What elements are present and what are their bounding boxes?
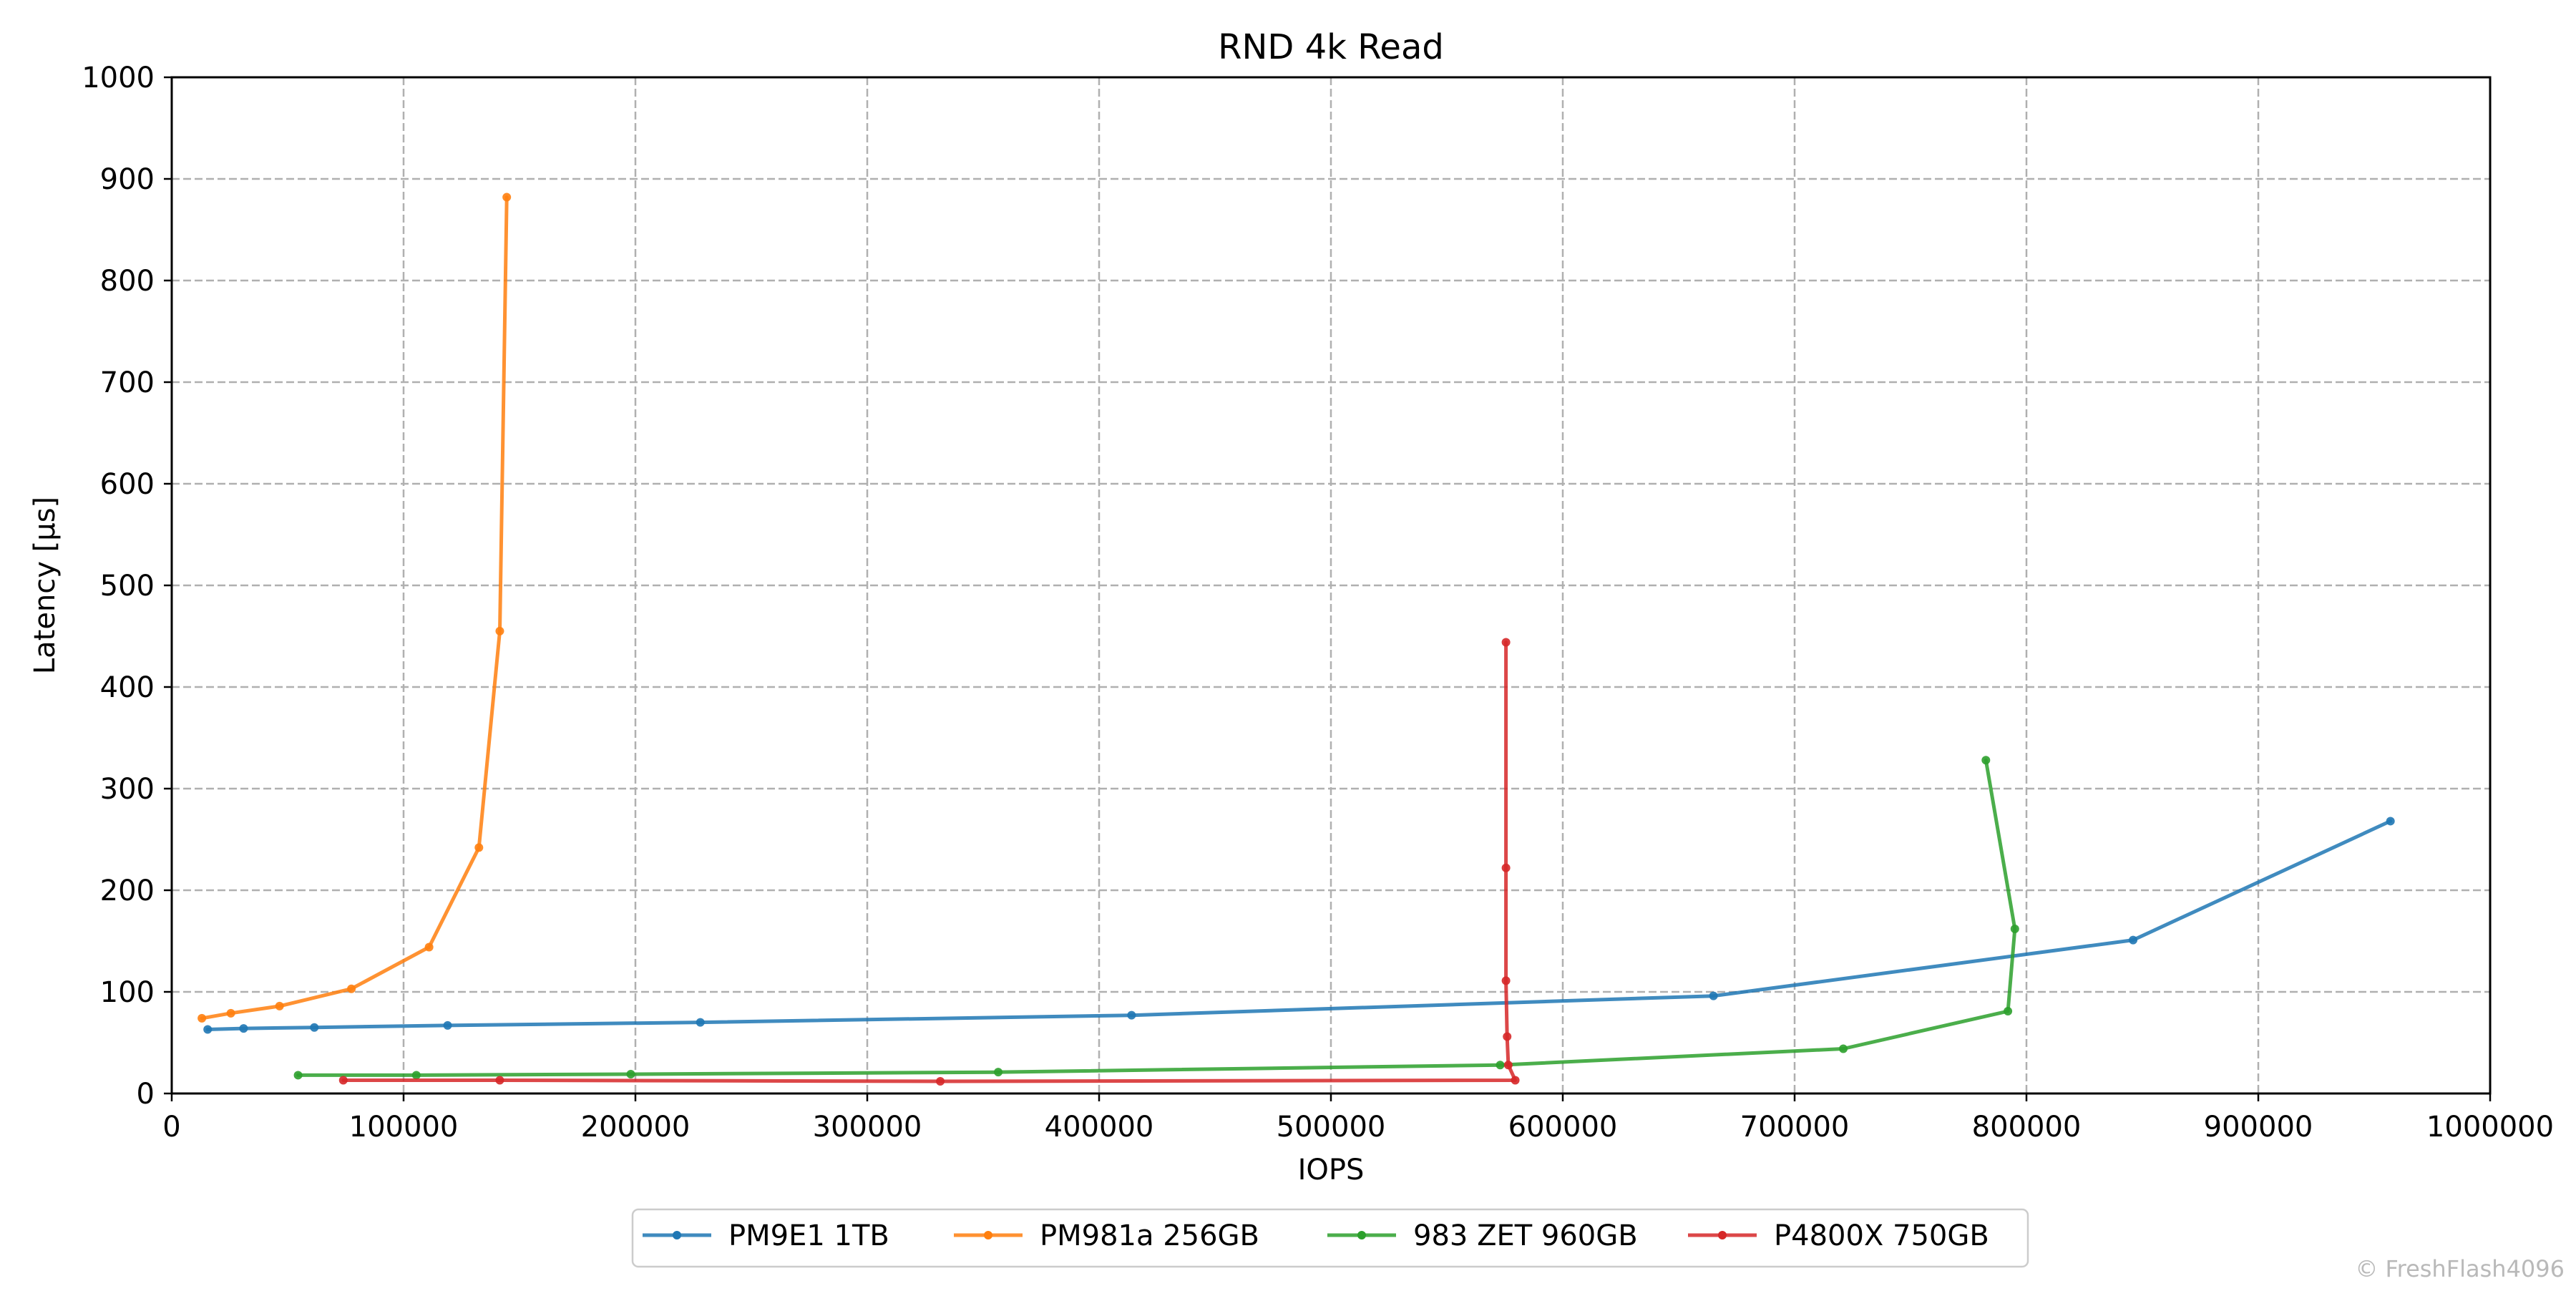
x-tick-label: 0	[162, 1111, 180, 1144]
data-point	[2004, 1006, 2013, 1015]
data-point	[239, 1024, 248, 1033]
data-point	[994, 1068, 1003, 1077]
data-point	[474, 843, 484, 852]
legend-label: P4800X 750GB	[1774, 1219, 1989, 1252]
legend-marker	[1718, 1231, 1727, 1239]
data-point	[203, 1025, 213, 1034]
data-point	[424, 942, 434, 952]
data-point	[310, 1023, 319, 1032]
x-tick-label: 1000000	[2426, 1111, 2554, 1144]
x-tick-label: 900000	[2204, 1111, 2313, 1144]
series-group	[338, 638, 1520, 1086]
data-point	[936, 1076, 945, 1086]
y-tick-label: 300	[100, 773, 155, 806]
data-point	[443, 1020, 452, 1030]
data-point	[293, 1071, 303, 1080]
chart-title: RND 4k Read	[1218, 27, 1444, 67]
x-tick-label: 100000	[349, 1111, 459, 1144]
series-group	[197, 193, 512, 1023]
x-tick-label: 700000	[1740, 1111, 1850, 1144]
y-tick-label: 900	[100, 163, 155, 196]
data-point	[1511, 1076, 1520, 1085]
data-point	[1503, 1061, 1513, 1070]
data-point	[1496, 1061, 1505, 1070]
y-tick-label: 400	[100, 671, 155, 704]
series-lines	[197, 193, 2395, 1086]
x-tick-label: 500000	[1277, 1111, 1386, 1144]
y-tick-label: 1000	[82, 62, 155, 94]
y-tick-label: 700	[100, 366, 155, 399]
data-point	[347, 984, 356, 993]
data-point	[1839, 1044, 1848, 1053]
series-line	[200, 195, 509, 1020]
data-point	[1501, 976, 1511, 985]
y-tick-label: 800	[100, 265, 155, 298]
data-point	[1981, 756, 1991, 765]
legend-marker	[673, 1231, 681, 1239]
data-point	[1709, 991, 1718, 1000]
y-axis-label: Latency [µs]	[29, 497, 62, 674]
data-point	[2129, 935, 2138, 945]
data-point	[197, 1013, 207, 1023]
data-point	[226, 1008, 235, 1018]
legend-label: 983 ZET 960GB	[1413, 1219, 1638, 1252]
x-tick-label: 200000	[581, 1111, 691, 1144]
y-tick-label: 100	[100, 976, 155, 1009]
legend-label: PM981a 256GB	[1040, 1219, 1259, 1252]
data-point	[502, 193, 512, 202]
x-tick-label: 400000	[1045, 1111, 1154, 1144]
x-tick-label: 800000	[1972, 1111, 2082, 1144]
data-point	[696, 1018, 705, 1027]
y-tick-label: 200	[100, 875, 155, 907]
x-axis-label: IOPS	[1298, 1154, 1365, 1187]
data-point	[495, 1076, 504, 1085]
data-point	[1501, 863, 1511, 872]
data-point	[626, 1070, 635, 1079]
series-group	[203, 817, 2395, 1034]
data-point	[411, 1071, 421, 1080]
y-tick-label: 0	[137, 1078, 155, 1111]
legend-box	[631, 1208, 2029, 1268]
axis-ticks: 0 100000 200000 300000 400000 500000 600000 700…	[82, 62, 2554, 1144]
legend-label: PM9E1 1TB	[728, 1219, 889, 1252]
x-tick-label: 600000	[1508, 1111, 1618, 1144]
watermark: © FreshFlash4096	[2355, 1255, 2565, 1282]
data-point	[275, 1001, 284, 1010]
y-tick-label: 600	[100, 468, 155, 501]
data-point	[2386, 817, 2395, 826]
legend-marker	[1357, 1231, 1366, 1239]
data-point	[1127, 1010, 1136, 1020]
data-point	[338, 1076, 348, 1085]
data-point	[1501, 638, 1511, 647]
legend: PM9E1 1TB PM981a 256GB 983 ZET 960GB P4800X…	[631, 1208, 2029, 1268]
y-tick-label: 500	[100, 570, 155, 603]
data-point	[2010, 924, 2019, 933]
data-point	[495, 626, 504, 635]
x-tick-label: 300000	[813, 1111, 922, 1144]
grid-lines	[172, 77, 2490, 1093]
data-point	[1503, 1032, 1512, 1041]
series-group	[293, 756, 2019, 1080]
legend-marker	[984, 1231, 992, 1239]
